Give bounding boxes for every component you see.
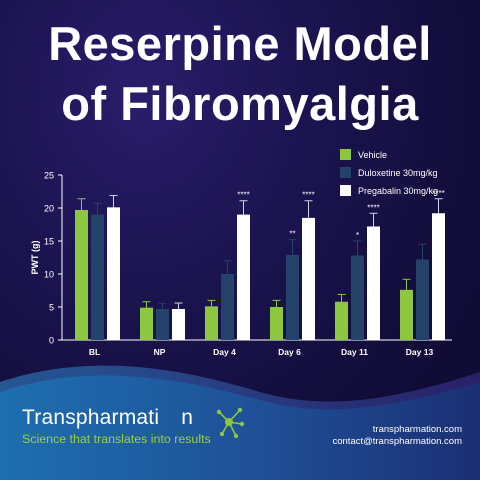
bar-duloxetine (416, 259, 429, 340)
bar-vehicle (335, 301, 348, 340)
y-tick-label: 5 (49, 303, 54, 313)
significance-label: **** (432, 189, 444, 198)
legend-swatch-duloxetine (340, 167, 351, 178)
brand-logo: Transpharmati n (22, 406, 194, 429)
bar-vehicle (270, 307, 283, 340)
y-axis-label: PWT (g) (30, 241, 40, 275)
bar-pregabalin (367, 226, 380, 340)
y-tick-label: 20 (44, 204, 54, 214)
legend-item-duloxetine: Duloxetine 30mg/kg (340, 164, 438, 181)
bar-duloxetine (91, 214, 104, 340)
y-tick-label: 0 (49, 336, 54, 346)
y-tick-label: 10 (44, 270, 54, 280)
x-tick-label: BL (89, 347, 100, 357)
x-tick-label: NP (154, 347, 166, 357)
title-line-1: Reserpine Model (48, 17, 432, 70)
bar-duloxetine (286, 254, 299, 340)
website-link[interactable]: transpharmation.com (372, 424, 462, 435)
bar-pregabalin (107, 207, 120, 340)
legend-item-pregabalin: Pregabalin 30mg/kg (340, 182, 438, 199)
legend-item-vehicle: Vehicle (340, 146, 438, 163)
email-link[interactable]: contact@transpharmation.com (332, 436, 462, 447)
x-tick-label: Day 6 (278, 347, 301, 357)
significance-label: ** (289, 230, 295, 239)
x-tick-label: Day 13 (406, 347, 434, 357)
x-tick-label: Day 4 (213, 347, 236, 357)
significance-label: **** (367, 203, 379, 212)
molecule-icon (216, 407, 244, 439)
legend-swatch-vehicle (340, 149, 351, 160)
legend-swatch-pregabalin (340, 185, 351, 196)
significance-label: * (356, 231, 359, 240)
chart-legend: Vehicle Duloxetine 30mg/kg Pregabalin 30… (340, 146, 438, 200)
bar-pregabalin (302, 217, 315, 340)
significance-label: **** (237, 191, 249, 200)
bar-vehicle (75, 209, 88, 340)
contact-info: transpharmation.com contact@transpharmat… (332, 424, 462, 448)
bar-duloxetine (351, 255, 364, 340)
bar-vehicle (400, 289, 413, 340)
bar-vehicle (205, 306, 218, 340)
bar-pregabalin (237, 214, 250, 340)
bar-vehicle (140, 307, 153, 340)
bar-pregabalin (432, 213, 445, 340)
brand-tagline: Science that translates into results (22, 432, 211, 446)
legend-label-duloxetine: Duloxetine 30mg/kg (358, 167, 438, 178)
title-line-2: of Fibromyalgia (61, 77, 419, 130)
bar-duloxetine (221, 274, 234, 340)
x-tick-label: Day 11 (341, 347, 368, 357)
bar-duloxetine (156, 308, 169, 340)
bar-pregabalin (172, 308, 185, 340)
legend-label-pregabalin: Pregabalin 30mg/kg (358, 185, 439, 196)
y-tick-label: 15 (44, 237, 54, 247)
significance-label: **** (302, 191, 314, 200)
y-tick-label: 25 (44, 171, 54, 181)
legend-label-vehicle: Vehicle (358, 149, 388, 160)
